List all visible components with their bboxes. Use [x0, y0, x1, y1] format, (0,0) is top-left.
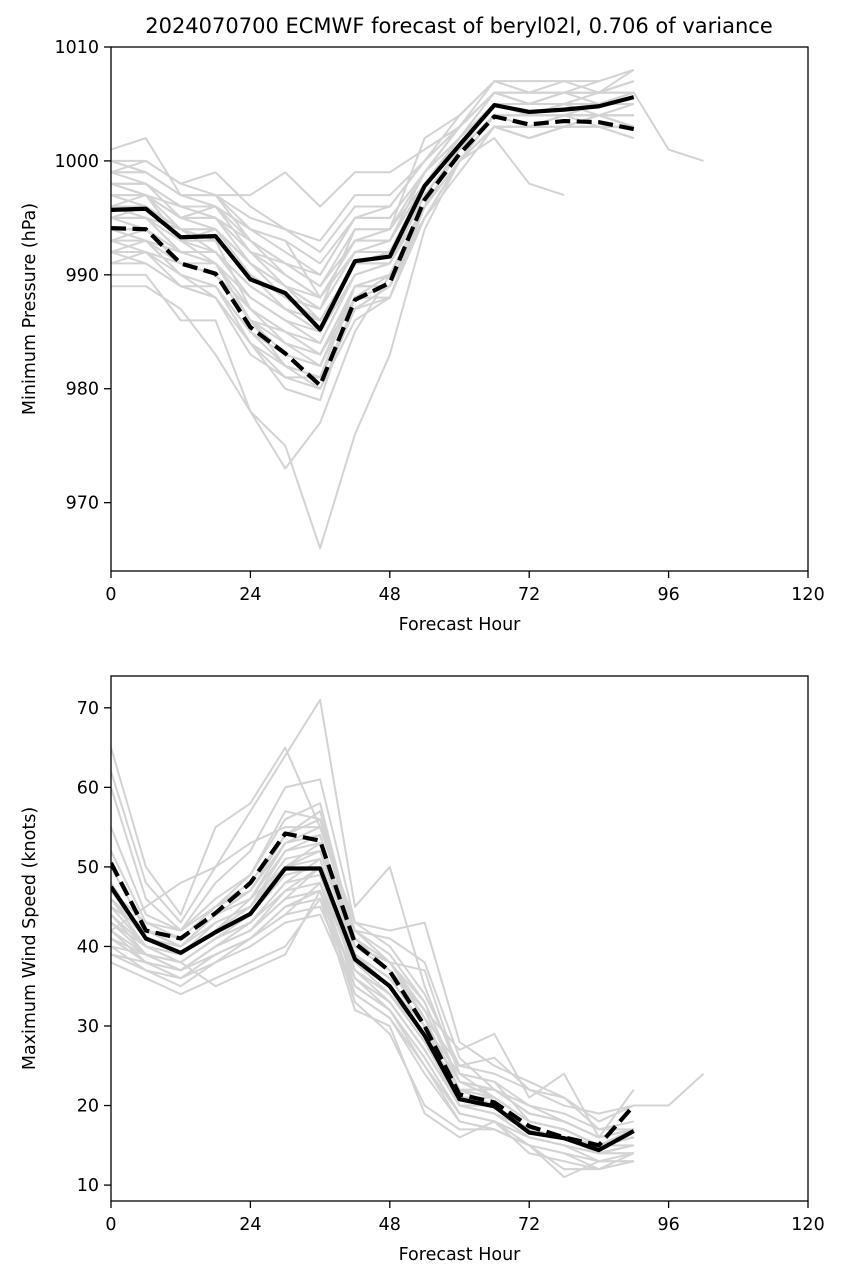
pressure-x-tick-label: 0: [105, 585, 116, 605]
wind-y-tick-label: 40: [77, 937, 99, 957]
pressure-axes-frame: [110, 46, 809, 572]
pressure-plot-area: [111, 68, 704, 550]
pressure-y-axis-label: Minimum Pressure (hPa): [20, 203, 40, 415]
pressure-panel: 0 24 48 72 96 120 970 980 990 1000 1010 Forecast Ho…: [20, 38, 825, 635]
wind-ensemble-line-18: [111, 826, 634, 1131]
wind-x-tick-label: 120: [791, 1215, 824, 1235]
pressure-dashed-line: [111, 114, 635, 388]
pressure-ensemble-line-20: [111, 80, 635, 208]
pressure-ensemble-line-33: [111, 68, 635, 265]
wind-y-tick-label: 50: [77, 858, 99, 878]
wind-x-tick-label: 24: [239, 1215, 261, 1235]
pressure-x-tick-label: 48: [379, 585, 401, 605]
wind-y-axis-label: Maximum Wind Speed (knots): [20, 807, 40, 1070]
wind-x-tick-label: 96: [657, 1215, 679, 1235]
wind-ensemble-line-28: [111, 889, 634, 1179]
wind-ensemble-line-15: [111, 905, 634, 1163]
wind-x-axis-label: Forecast Hour: [399, 1245, 522, 1265]
wind-y-tick-label: 30: [77, 1017, 99, 1037]
pressure-ensemble-line-10: [111, 68, 635, 254]
pressure-y-tick-label: 980: [66, 380, 99, 400]
pressure-x-tick-label: 96: [657, 585, 679, 605]
pressure-y-tick-label: 1000: [54, 152, 99, 172]
wind-ensemble-line-16: [111, 913, 634, 1171]
pressure-ensemble-line-27: [111, 80, 635, 242]
pressure-ensemble-line-34: [111, 125, 634, 379]
pressure-ensemble-line-40: [111, 80, 635, 276]
pressure-ensemble-line-35: [111, 91, 635, 310]
pressure-ensemble-line-36: [111, 114, 634, 345]
wind-x-tick-label: 48: [379, 1215, 401, 1235]
pressure-ensemble-line-22: [111, 91, 634, 310]
wind-y-tick-label: 70: [77, 699, 99, 719]
pressure-y-tick-label: 1010: [54, 38, 99, 58]
wind-ensemble-line-29: [111, 834, 634, 1139]
wind-solid-line: [111, 866, 635, 1153]
wind-ensemble-line-19: [111, 889, 635, 1171]
pressure-ensemble-line-37: [111, 91, 634, 299]
pressure-x-tick-label: 24: [239, 585, 261, 605]
wind-ensemble-line-24: [111, 881, 634, 1155]
pressure-ensemble-line-3: [111, 137, 565, 550]
wind-plot-area: [111, 698, 705, 1179]
pressure-ensemble-line-12: [111, 102, 634, 345]
wind-x-tick-label: 72: [518, 1215, 540, 1235]
wind-y-tick-label: 20: [77, 1097, 99, 1117]
wind-dashed-line: [111, 831, 636, 1148]
pressure-x-tick-label: 120: [791, 585, 824, 605]
wind-y-tick-label: 60: [77, 778, 99, 798]
pressure-y-tick-label: 990: [66, 266, 99, 286]
pressure-x-axis-label: Forecast Hour: [399, 615, 522, 635]
wind-panel: 0 24 48 72 96 120 10 20 30 40 50 60 70 Forecast Hour M…: [20, 675, 825, 1265]
pressure-solid-line: [111, 95, 635, 332]
wind-x-tick-label: 0: [105, 1215, 116, 1235]
wind-ensemble-line-27: [111, 850, 634, 1147]
wind-axes-frame: [110, 675, 809, 1202]
wind-ensemble-line-4: [111, 802, 635, 1139]
figure-title: 2024070700 ECMWF forecast of beryl02l, 0…: [145, 14, 773, 38]
pressure-x-tick-label: 72: [518, 585, 540, 605]
pressure-y-tick-label: 970: [66, 494, 99, 514]
wind-y-tick-label: 10: [77, 1176, 99, 1196]
